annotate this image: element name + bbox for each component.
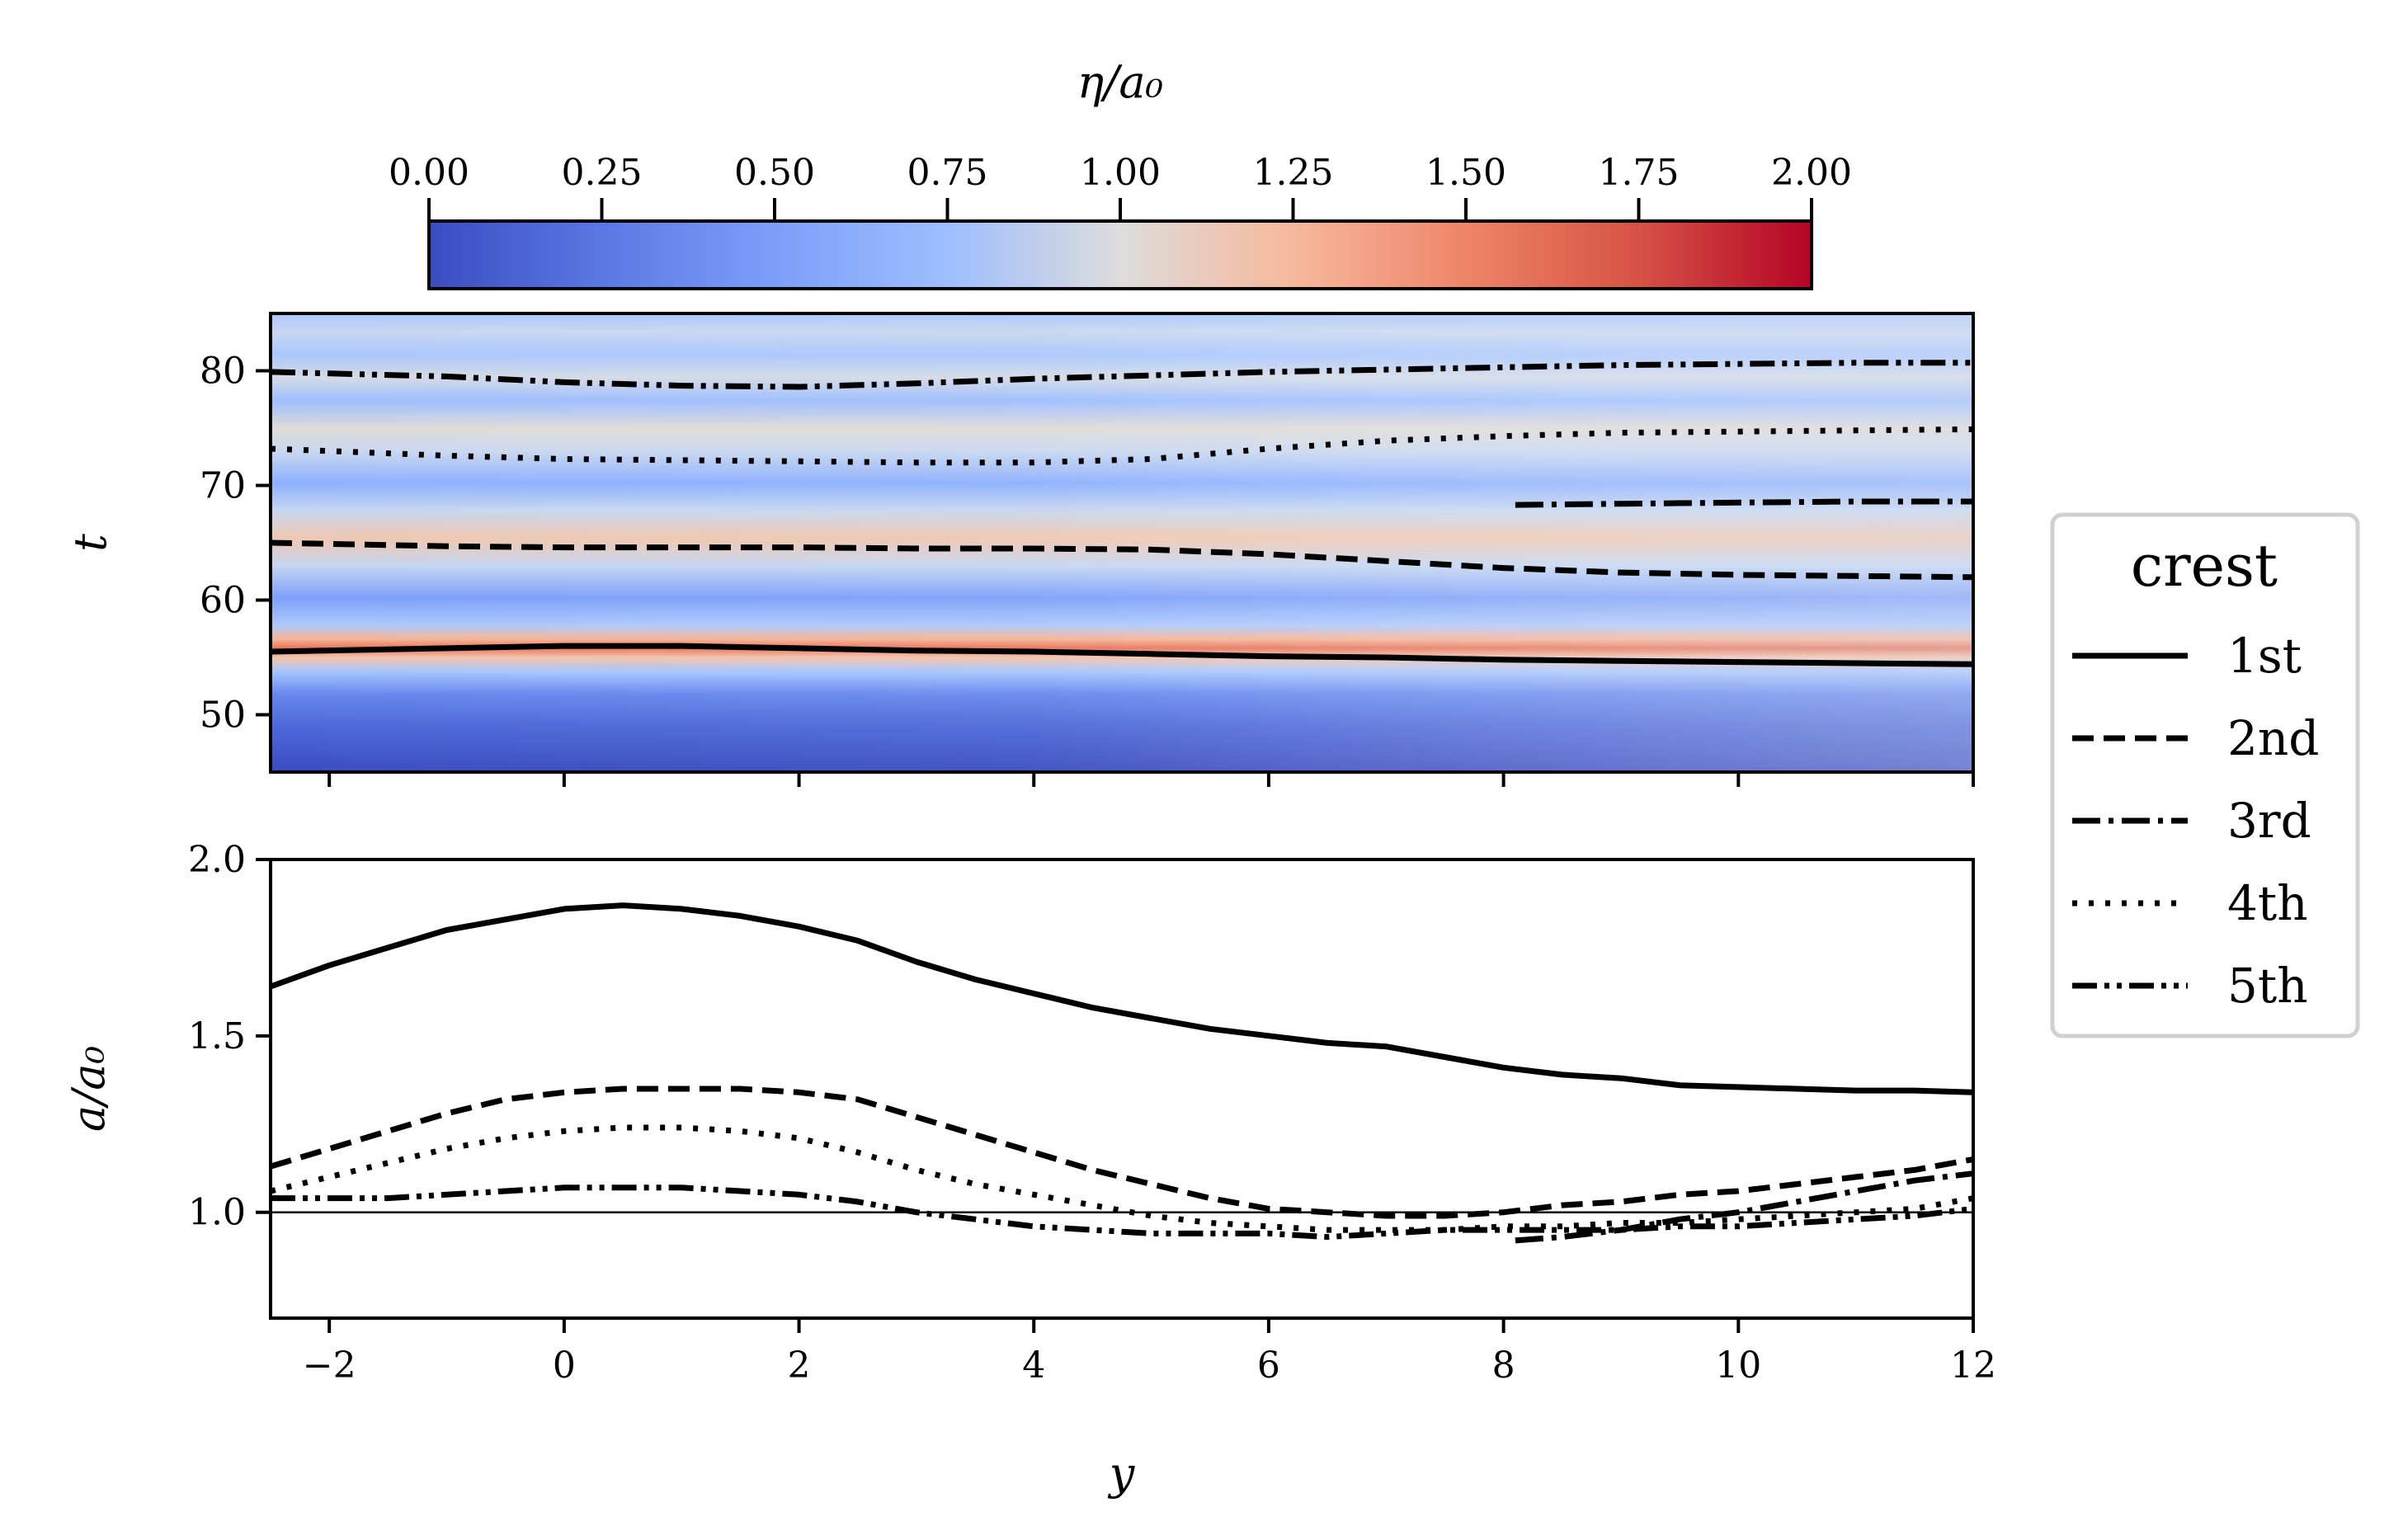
colorbar-tick-label: 1.50 [1425, 152, 1506, 194]
amplitude-x-tick-label: 2 [788, 1345, 811, 1387]
amplitude-y-tick-label: 1.5 [188, 1015, 246, 1057]
legend-label-1st: 1st [2227, 628, 2302, 684]
colorbar-tick-label: 0.50 [734, 152, 815, 194]
amplitude-x-axis-label: y [1108, 1448, 1136, 1500]
colorbar-gradient [427, 219, 1813, 290]
legend-box [2050, 512, 2360, 1038]
amplitude-x-tick-label: 4 [1022, 1345, 1045, 1387]
legend-title: crest [2131, 532, 2278, 600]
crest-line-5th [270, 360, 1973, 390]
heatmap-y-axis-label: t [64, 534, 116, 552]
heatmap-panel: 50 60 70 80 t [64, 312, 1975, 787]
legend: crest 1st 2nd 3rd 4th 5th [2050, 512, 2360, 1038]
colorbar-tick-label: 0.00 [389, 152, 469, 194]
heatmap-x-ticks [327, 772, 1975, 787]
amplitude-y-ticks: 1.0 1.5 2.0 [188, 839, 271, 1234]
heatmap-y-tick-label: 80 [200, 351, 246, 393]
colorbar-tick-label: 0.75 [907, 152, 988, 194]
heatmap-y-tick-label: 60 [200, 580, 246, 622]
heatmap-fade [271, 313, 1973, 772]
amplitude-line-5th [271, 1184, 1974, 1241]
crest-line-1st [270, 643, 1974, 667]
colorbar-tick-label: 2.00 [1771, 152, 1852, 194]
crest-line-3rd [1515, 498, 1973, 508]
legend-label-5th: 5th [2227, 958, 2308, 1014]
crest-line-2nd [270, 539, 1974, 581]
colorbar-tick-label: 1.00 [1080, 152, 1161, 194]
heatmap-frame [269, 312, 1975, 774]
amplitude-x-tick-label: 12 [1950, 1345, 1996, 1387]
legend-label-2nd: 2nd [2227, 710, 2319, 766]
amplitude-panel: 1.0 1.5 2.0 −2 0 2 4 6 8 10 12 y a/a₀ [63, 839, 1996, 1500]
amplitude-line-3rd [1515, 1170, 1974, 1244]
amplitude-y-tick-label: 2.0 [188, 839, 246, 881]
amplitude-y-tick-label: 1.0 [188, 1192, 246, 1234]
heatmap-y-tick-label: 70 [200, 465, 246, 507]
legend-label-3rd: 3rd [2227, 793, 2311, 849]
amplitude-line-2nd [269, 1086, 1974, 1219]
amplitude-line-4th [270, 1124, 1974, 1233]
colorbar: η/a₀ 0.00 0.25 0.50 0.75 1.00 1.25 1.50 1.75 2.0… [389, 56, 1852, 290]
amplitude-line-1st [269, 902, 1974, 1095]
colorbar-ticks: 0.00 0.25 0.50 0.75 1.00 1.25 1.50 1.75 2.00 [389, 152, 1852, 221]
colorbar-label: η/a₀ [1077, 56, 1163, 108]
amplitude-x-tick-label: 8 [1492, 1345, 1515, 1387]
crest-line-4th [270, 426, 1974, 466]
amplitude-x-tick-label: 10 [1715, 1345, 1761, 1387]
legend-label-4th: 4th [2227, 875, 2308, 931]
legend-entries: 1st 2nd 3rd 4th 5th [2072, 628, 2319, 1014]
heatmap-y-ticks: 50 60 70 80 [200, 351, 271, 737]
heatmap-y-tick-label: 50 [200, 695, 246, 737]
amplitude-x-tick-label: −2 [303, 1345, 356, 1387]
amplitude-x-tick-label: 0 [553, 1345, 576, 1387]
colorbar-tick-label: 1.25 [1253, 152, 1334, 194]
colorbar-tick-label: 0.25 [562, 152, 643, 194]
amplitude-x-ticks: −2 0 2 4 6 8 10 12 [303, 1318, 1996, 1387]
amplitude-lines [269, 902, 1974, 1244]
colorbar-tick-label: 1.75 [1599, 152, 1680, 194]
amplitude-frame [269, 858, 1975, 1320]
crest-lines [270, 360, 1974, 667]
amplitude-x-tick-label: 6 [1257, 1345, 1280, 1387]
amplitude-y-axis-label: a/a₀ [63, 1046, 115, 1132]
